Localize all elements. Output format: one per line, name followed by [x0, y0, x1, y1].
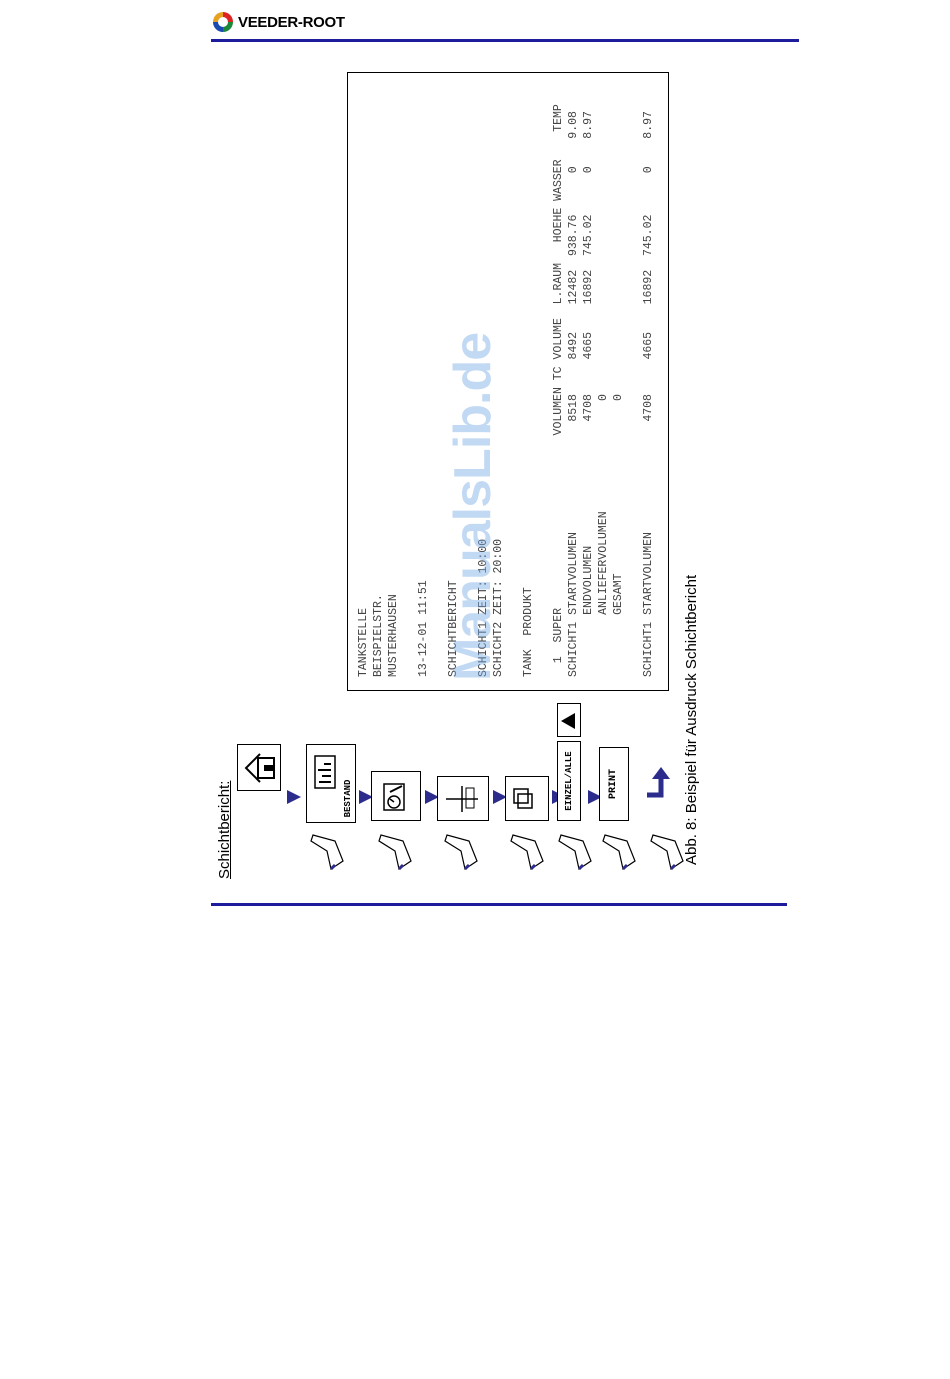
play-key[interactable] — [557, 703, 581, 737]
printout-line: SCHICHT1 STARTVOLUMEN 4708 4665 16892 74… — [642, 111, 655, 677]
boxes-icon — [513, 788, 533, 809]
brand-name: VEEDER-ROOT — [238, 13, 345, 31]
printout-line: ANLIEFERVOLUMEN 0 — [597, 394, 610, 677]
play-icon — [561, 713, 575, 729]
rotated-figure: Schichtbericht: BESTAND — [211, 69, 701, 881]
figure-caption: Abb. 8: Beispiel für Ausdruck Schichtber… — [683, 574, 700, 865]
home-icon — [244, 753, 275, 783]
inventory-icon — [314, 755, 336, 789]
printout-line: SCHICHT1 STARTVOLUMEN 8518 8492 12482 93… — [567, 111, 580, 677]
print-label: PRINT — [608, 769, 619, 800]
sequence-arrow — [287, 790, 301, 804]
gauge-key[interactable] — [371, 771, 421, 821]
shift-report-printout: TANKSTELLE BEISPIELSTR. MUSTERHAUSEN 13-… — [347, 72, 669, 691]
return-arrow-icon[interactable] — [641, 761, 677, 801]
hand-icon — [378, 834, 412, 871]
footer-rule — [211, 903, 787, 906]
printout-line: BEISPIELSTR. — [372, 594, 385, 677]
einzel-alle-key[interactable]: EINZEL/ALLE — [557, 741, 581, 821]
hand-icon — [310, 834, 344, 871]
bestand-key[interactable]: BESTAND — [306, 744, 356, 823]
hand-icon — [558, 834, 592, 871]
hand-icon — [444, 834, 478, 871]
home-key[interactable] — [237, 744, 281, 791]
hand-icon — [602, 834, 636, 871]
header-rule — [211, 39, 799, 42]
hand-icon — [510, 834, 544, 871]
printout-line: MUSTERHAUSEN — [387, 594, 400, 677]
watermark: ManualsLib.de — [444, 332, 502, 681]
section-heading: Schichtbericht: — [216, 780, 233, 879]
veeder-root-logo: VEEDER-ROOT — [211, 9, 345, 35]
printout-line: 1 SUPER VOLUMEN TC VOLUME L.RAUM HOEHE W… — [552, 104, 565, 677]
printout-line: TANKSTELLE — [357, 607, 370, 677]
tank-key[interactable] — [437, 776, 489, 821]
tank-icon — [446, 786, 478, 812]
printout-line: GESAMT 0 — [612, 394, 625, 677]
gauge-icon — [383, 783, 405, 811]
printout-line: 13-12-01 11:51 — [417, 580, 430, 677]
hand-icon — [650, 834, 684, 871]
printout-line: TANK PRODUKT — [522, 587, 535, 677]
printout-line: ENDVOLUMEN 4708 4665 16892 745.02 0 8.97 — [582, 111, 595, 677]
print-key[interactable]: PRINT — [599, 747, 629, 821]
boxes-key[interactable] — [505, 776, 549, 821]
veeder-root-logo-icon — [213, 12, 233, 32]
einzel-alle-label: EINZEL/ALLE — [564, 751, 574, 811]
